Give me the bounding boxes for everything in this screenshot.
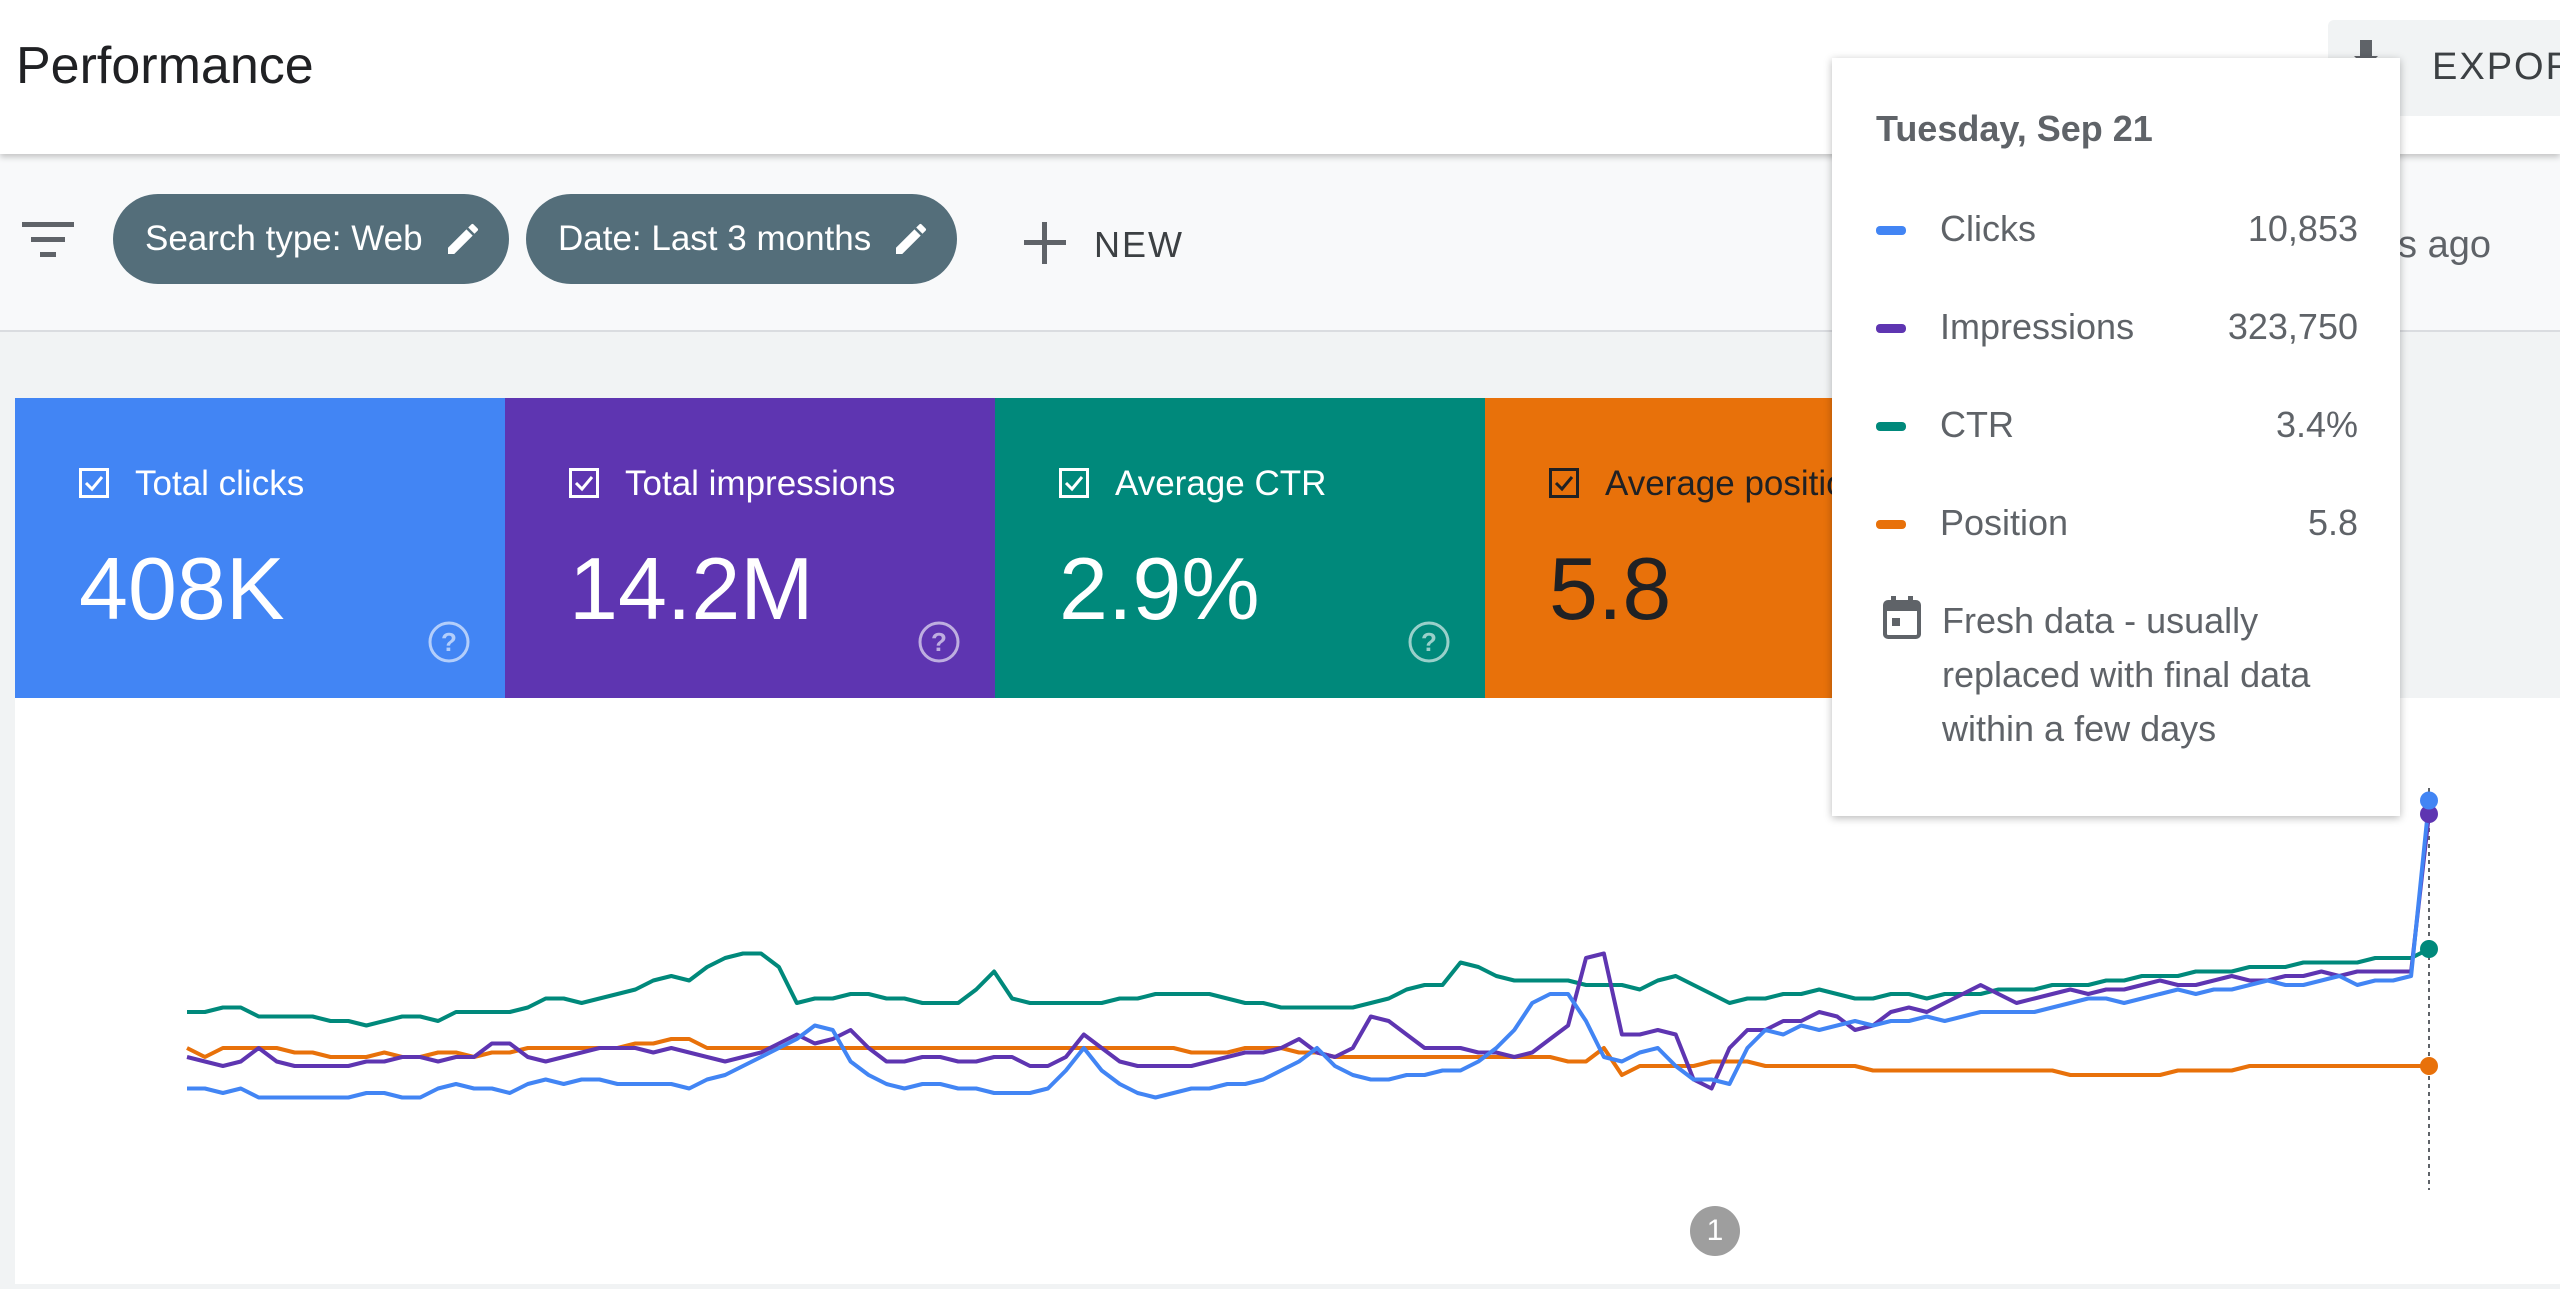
metric-value: 5.8 xyxy=(1549,539,1672,638)
calendar-icon xyxy=(1883,596,1921,639)
metric-label: Total clicks xyxy=(135,464,305,503)
metric-label: Average position xyxy=(1605,464,1866,503)
tooltip-metric-name: Clicks xyxy=(1940,208,2036,249)
legend-swatch xyxy=(1876,422,1906,431)
tooltip-metric-name: Impressions xyxy=(1940,306,2135,347)
tooltip-row-position: Position 5.8 xyxy=(1876,500,2358,550)
new-filter-label: NEW xyxy=(1094,224,1184,265)
page-title: Performance xyxy=(16,37,314,95)
edit-pencil-icon[interactable] xyxy=(891,219,931,259)
tooltip-metric-name: Position xyxy=(1940,502,2069,543)
tooltip-metric-value: 323,750 xyxy=(2227,306,2358,347)
legend-swatch xyxy=(1876,226,1906,235)
annotation-marker[interactable]: 1 xyxy=(1690,1206,1740,1256)
chart-tooltip: Tuesday, Sep 21 Clicks 10,853 Impression… xyxy=(1832,58,2400,816)
series-line-impressions xyxy=(186,813,2431,1091)
series-line-ctr xyxy=(187,947,2430,1028)
fresh-data-note: Fresh data - usually replaced with final… xyxy=(1942,600,2311,749)
metric-card-impressions[interactable]: Total impressions 14.2M ? xyxy=(505,398,995,698)
help-icon[interactable]: ? xyxy=(1407,620,1451,664)
svg-text:?: ? xyxy=(931,627,947,657)
metric-value: 2.9% xyxy=(1059,539,1260,638)
metric-label: Average CTR xyxy=(1115,464,1327,503)
checkbox-checked-icon[interactable] xyxy=(1059,468,1089,498)
checkbox-checked-icon[interactable] xyxy=(79,468,109,498)
edit-pencil-icon[interactable] xyxy=(443,219,483,259)
checkbox-checked-icon[interactable] xyxy=(569,468,599,498)
hover-point-impressions xyxy=(2420,805,2438,823)
hover-point-clicks xyxy=(2420,791,2438,810)
date-range-chip[interactable]: Date: Last 3 months xyxy=(526,194,958,284)
tooltip-row-impressions: Impressions 323,750 xyxy=(1876,304,2358,354)
hover-point-position xyxy=(2420,1057,2438,1075)
metric-card-ctr[interactable]: Average CTR 2.9% ? xyxy=(995,398,1485,698)
svg-text:?: ? xyxy=(441,627,457,657)
hover-point-ctr xyxy=(2420,940,2438,958)
metric-value: 408K xyxy=(79,539,285,638)
metric-value: 14.2M xyxy=(569,539,814,638)
tooltip-row-clicks: Clicks 10,853 xyxy=(1876,206,2358,256)
search-type-chip[interactable]: Search type: Web xyxy=(113,194,509,284)
tooltip-metric-name: CTR xyxy=(1940,404,2014,445)
metric-cards: Total clicks 408K ? Total impressions 14… xyxy=(15,398,2560,698)
tooltip-row-ctr: CTR 3.4% xyxy=(1876,402,2358,452)
checkbox-checked-icon[interactable] xyxy=(1549,468,1579,498)
tooltip-date: Tuesday, Sep 21 xyxy=(1876,108,2153,149)
filter-icon[interactable] xyxy=(22,220,74,260)
export-label: EXPORT xyxy=(2432,46,2560,88)
legend-swatch xyxy=(1876,520,1906,529)
help-icon[interactable]: ? xyxy=(427,620,471,664)
plus-icon xyxy=(1024,222,1066,264)
help-icon[interactable]: ? xyxy=(917,620,961,664)
tooltip-metric-value: 3.4% xyxy=(2275,404,2358,445)
series-line-clicks xyxy=(187,800,2431,1100)
chart-svg[interactable] xyxy=(15,698,2560,1284)
tooltip-metric-value: 5.8 xyxy=(2307,502,2358,543)
metric-label: Total impressions xyxy=(625,464,896,503)
tooltip-metric-value: 10,853 xyxy=(2247,208,2358,249)
metric-card-clicks[interactable]: Total clicks 408K ? xyxy=(15,398,505,698)
search-type-chip-label: Search type: Web xyxy=(145,219,423,258)
date-range-chip-label: Date: Last 3 months xyxy=(558,219,872,258)
legend-swatch xyxy=(1876,324,1906,333)
svg-text:?: ? xyxy=(1421,627,1437,657)
